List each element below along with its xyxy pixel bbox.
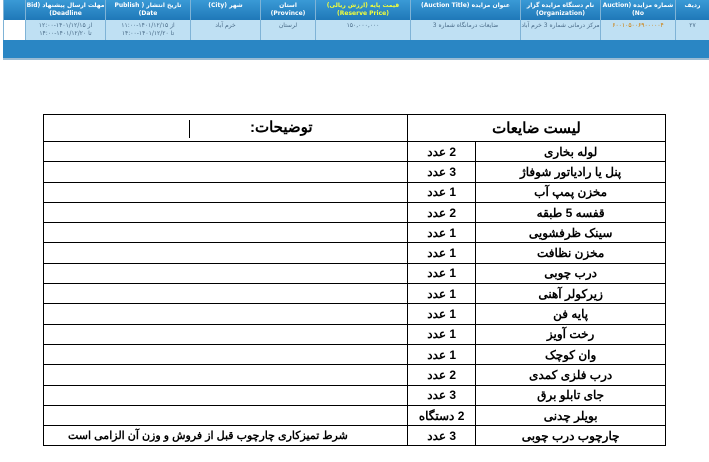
item-name: پنل یا رادیاتور شوفاژ	[475, 161, 666, 183]
item-note: شرط تمیزکاری چارچوب قبل از فروش و وزن آن…	[43, 425, 408, 447]
item-qty: 1 عدد	[406, 323, 477, 345]
item-note	[43, 384, 408, 406]
publish-to: تا ۱۴۰۱/۱۲/۲۰-۱۴:۰۰	[121, 30, 175, 37]
item-name: لوله بخاری	[475, 140, 666, 163]
item-qty: 1 عدد	[406, 181, 477, 203]
item-name: مخزن نظافت	[475, 242, 666, 264]
list-item: جای تابلو برق 3 عدد	[43, 384, 666, 406]
col-publish-date[interactable]: تاریخ انتشار ( Publish Date)	[105, 0, 190, 20]
list-item: سینک ظرفشویی 1 عدد	[43, 222, 666, 244]
item-qty: 1 عدد	[406, 343, 477, 366]
list-item: مخزن پمپ آب 1 عدد	[43, 181, 666, 203]
item-qty: 3 عدد	[406, 384, 477, 406]
cell-blank	[3, 20, 25, 40]
items-header: لیست ضایعات	[407, 114, 666, 142]
list-item: پنل یا رادیاتور شوفاژ 3 عدد	[43, 161, 666, 183]
col-auction-no[interactable]: شماره مزایده (Auction No)	[600, 0, 675, 20]
col-reserve-price[interactable]: قیمت پایه (ارزش ریالی) (Reserve Price)	[315, 0, 410, 20]
list-item: وان کوچک 1 عدد	[43, 343, 666, 366]
list-item: درب فلزی کمدی 2 عدد	[43, 364, 666, 386]
col-organization[interactable]: نام دستگاه مزایده گزار (Organization)	[520, 0, 600, 20]
notes-header: توضیحات:	[43, 114, 408, 142]
col-bid-deadline[interactable]: مهلت ارسال پیشنهاد (Bid Deadline)	[25, 0, 105, 20]
list-item: زیرکولر آهنی 1 عدد	[43, 283, 666, 305]
item-qty: 3 عدد	[406, 425, 477, 447]
item-note	[43, 283, 408, 305]
cell-auction-no[interactable]: ۶۰۰۱۰۵۰۰۶۹۰۰۰۰۰۴	[600, 20, 675, 40]
item-name: زیرکولر آهنی	[475, 283, 666, 305]
item-name: بویلر چدنی	[475, 404, 666, 427]
item-name: رخت آویز	[475, 323, 666, 345]
col-index[interactable]: ردیف	[675, 0, 709, 20]
col-province[interactable]: استان (Province)	[260, 0, 315, 20]
auction-grid: ردیف شماره مزایده (Auction No) نام دستگا…	[3, 0, 709, 60]
item-name: چارچوب درب چوبی	[475, 425, 666, 447]
item-name: درب فلزی کمدی	[475, 364, 666, 386]
item-name: وان کوچک	[475, 343, 666, 366]
item-qty: 3 عدد	[406, 161, 477, 183]
col-city[interactable]: شهر (City)	[190, 0, 260, 20]
item-note	[43, 303, 408, 325]
list-item: لوله بخاری 2 عدد	[43, 140, 666, 163]
item-name: جای تابلو برق	[475, 384, 666, 406]
item-note	[43, 323, 408, 345]
table-row[interactable]: ۲۷ ۶۰۰۱۰۵۰۰۶۹۰۰۰۰۰۴ مرکز درمانی شماره 3 …	[3, 20, 709, 40]
list-item: درب چوبی 1 عدد	[43, 262, 666, 285]
list-item: بویلر چدنی 2 دستگاه	[43, 404, 666, 427]
item-qty: 1 عدد	[406, 262, 477, 285]
item-qty: 2 عدد	[406, 364, 477, 386]
item-name: درب چوبی	[475, 262, 666, 285]
notes-header-label: توضیحات:	[250, 119, 313, 137]
item-note	[43, 364, 408, 386]
item-note	[43, 343, 408, 366]
item-note	[43, 262, 408, 285]
cell-reserve-price: ۱۵۰,۰۰۰,۰۰۰	[315, 20, 410, 40]
cell-organization: مرکز درمانی شماره 3 خرم آباد	[520, 20, 600, 40]
item-qty: 1 عدد	[406, 242, 477, 264]
cell-title: ضایعات درمانگاه شماره 3	[410, 20, 520, 40]
item-qty: 2 دستگاه	[406, 404, 477, 427]
cell-bid-deadline: از ۱۴۰۱/۱۲/۱۵-۱۲:۰۰ تا ۱۴۰۱/۱۲/۲۰-۱۴:۰۰	[25, 20, 105, 40]
cell-index: ۲۷	[675, 20, 709, 40]
item-note	[43, 222, 408, 244]
list-item: چارچوب درب چوبی 3 عدد شرط تمیزکاری چارچوب …	[43, 425, 666, 447]
item-qty: 1 عدد	[406, 303, 477, 325]
deadline-from: از ۱۴۰۱/۱۲/۱۵-۱۲:۰۰	[38, 22, 93, 29]
item-qty: 2 عدد	[406, 201, 477, 224]
deadline-to: تا ۱۴۰۱/۱۲/۲۰-۱۴:۰۰	[39, 30, 92, 37]
col-blank	[3, 0, 25, 20]
waste-list-table: لیست ضایعات توضیحات: لوله بخاری 2 عدد پنل …	[43, 114, 666, 447]
item-note	[43, 140, 408, 163]
text-cursor	[189, 119, 190, 138]
item-note	[43, 161, 408, 183]
cell-publish-date: از ۱۴۰۱/۱۲/۱۵-۱۱:۰۰ تا ۱۴۰۱/۱۲/۲۰-۱۴:۰۰	[105, 20, 190, 40]
item-note	[43, 404, 408, 427]
item-qty: 1 عدد	[406, 283, 477, 305]
list-item: قفسه 5 طبقه 2 عدد	[43, 201, 666, 224]
publish-from: از ۱۴۰۱/۱۲/۱۵-۱۱:۰۰	[121, 22, 175, 29]
item-qty: 2 عدد	[406, 140, 477, 163]
item-qty: 1 عدد	[406, 222, 477, 244]
item-name: سینک ظرفشویی	[475, 222, 666, 244]
list-item: مخزن نظافت 1 عدد	[43, 242, 666, 264]
cell-city: خرم آباد	[190, 20, 260, 40]
col-title[interactable]: عنوان مزایده (Auction Title)	[410, 0, 520, 20]
item-name: قفسه 5 طبقه	[475, 201, 666, 224]
list-item: رخت آویز 1 عدد	[43, 323, 666, 345]
item-note	[43, 242, 408, 264]
item-note	[43, 201, 408, 224]
list-item: پایه فن 1 عدد	[43, 303, 666, 325]
grid-header: ردیف شماره مزایده (Auction No) نام دستگا…	[3, 0, 709, 20]
cell-province: لرستان	[260, 20, 315, 40]
item-name: پایه فن	[475, 303, 666, 325]
item-note	[43, 181, 408, 203]
item-name: مخزن پمپ آب	[475, 181, 666, 203]
